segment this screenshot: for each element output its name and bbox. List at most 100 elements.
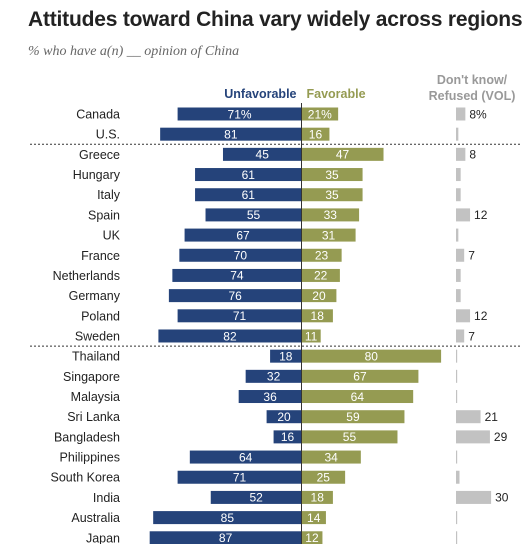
category-label: Spain bbox=[88, 208, 120, 222]
row-greece: Greece 45 47 8 bbox=[79, 148, 476, 162]
bar-unfavorable bbox=[184, 228, 302, 242]
row-thailand: Thailand 18 80 bbox=[72, 349, 458, 364]
bar-unfavorable bbox=[195, 188, 302, 202]
row-france: France 70 23 7 bbox=[81, 249, 475, 263]
value-favorable: 64 bbox=[351, 390, 365, 404]
value-dontknow: 12 bbox=[474, 208, 488, 222]
value-favorable: 34 bbox=[324, 450, 338, 464]
value-dontknow: 21 bbox=[485, 410, 499, 424]
bar-favorable bbox=[301, 248, 342, 262]
value-unfavorable: 71 bbox=[233, 471, 247, 485]
row-south-korea: South Korea 71 25 bbox=[51, 471, 460, 485]
category-label: Sweden bbox=[75, 329, 120, 343]
value-favorable: 80 bbox=[365, 349, 379, 363]
row-australia: Australia 85 14 bbox=[71, 511, 458, 525]
bar-favorable bbox=[301, 349, 442, 363]
bar-favorable bbox=[301, 208, 360, 222]
value-dontknow: 29 bbox=[494, 430, 508, 444]
bar-dontknow bbox=[456, 430, 490, 444]
value-unfavorable: 52 bbox=[249, 491, 263, 505]
bar-favorable bbox=[301, 168, 363, 182]
bar-unfavorable bbox=[245, 369, 302, 383]
bar-unfavorable bbox=[210, 490, 302, 504]
bar-favorable bbox=[301, 430, 398, 444]
bar-dontknow bbox=[456, 228, 459, 242]
bar-unfavorable bbox=[195, 168, 302, 182]
bar-favorable bbox=[301, 107, 339, 121]
bar-favorable bbox=[301, 390, 414, 404]
value-unfavorable: 74 bbox=[230, 269, 244, 283]
category-label: India bbox=[93, 491, 120, 505]
category-label: UK bbox=[103, 229, 121, 243]
value-unfavorable: 76 bbox=[229, 289, 243, 303]
bar-favorable bbox=[301, 329, 321, 343]
value-unfavorable: 64 bbox=[239, 450, 253, 464]
category-label: Thailand bbox=[72, 350, 120, 364]
value-unfavorable: 85 bbox=[221, 511, 235, 525]
bar-favorable bbox=[301, 289, 337, 303]
bar-unfavorable bbox=[177, 309, 302, 323]
value-dontknow: 12 bbox=[474, 309, 488, 323]
value-dontknow: 30 bbox=[495, 491, 509, 505]
bar-favorable bbox=[301, 511, 326, 525]
chart-subtitle: % who have a(n) __ opinion of China bbox=[28, 44, 240, 59]
bar-unfavorable bbox=[266, 410, 302, 424]
bar-dontknow bbox=[456, 369, 458, 383]
bar-unfavorable bbox=[238, 390, 302, 404]
value-unfavorable: 82 bbox=[223, 329, 237, 343]
bar-unfavorable bbox=[189, 450, 302, 464]
legend-unfavorable: Unfavorable bbox=[224, 87, 296, 101]
value-unfavorable: 55 bbox=[247, 208, 261, 222]
row-singapore: Singapore 32 67 bbox=[63, 369, 458, 384]
value-favorable: 67 bbox=[353, 370, 367, 384]
category-label: Australia bbox=[71, 511, 120, 525]
value-unfavorable: 61 bbox=[242, 188, 256, 202]
value-favorable: 12 bbox=[305, 531, 319, 544]
row-sri-lanka: Sri Lanka 20 59 21 bbox=[67, 410, 498, 424]
category-label: Greece bbox=[79, 148, 120, 162]
legend-favorable: Favorable bbox=[307, 87, 366, 101]
category-label: Canada bbox=[76, 108, 120, 122]
value-unfavorable: 67 bbox=[236, 228, 250, 242]
row-canada: Canada 71% 21% 8% bbox=[76, 107, 487, 121]
value-favorable: 20 bbox=[312, 289, 326, 303]
bar-unfavorable bbox=[179, 248, 302, 262]
value-favorable: 23 bbox=[315, 249, 329, 263]
bar-favorable bbox=[301, 147, 384, 161]
row-japan: Japan 87 12 bbox=[86, 531, 458, 544]
bar-unfavorable bbox=[270, 349, 302, 363]
chart-title: Attitudes toward China vary widely acros… bbox=[28, 8, 523, 31]
row-hungary: Hungary 61 35 bbox=[73, 168, 461, 182]
value-unfavorable: 32 bbox=[267, 370, 281, 384]
value-unfavorable: 70 bbox=[234, 249, 248, 263]
category-label: Germany bbox=[69, 289, 121, 303]
category-label: Poland bbox=[81, 309, 120, 323]
category-label: Malaysia bbox=[71, 390, 120, 404]
bar-dontknow bbox=[456, 208, 471, 222]
value-favorable: 25 bbox=[317, 471, 331, 485]
bar-favorable bbox=[301, 228, 356, 242]
bar-unfavorable bbox=[160, 127, 302, 141]
bar-dontknow bbox=[456, 188, 461, 202]
value-favorable: 55 bbox=[343, 430, 357, 444]
bar-unfavorable bbox=[153, 511, 302, 525]
value-favorable: 21% bbox=[308, 107, 332, 121]
row-italy: Italy 61 35 bbox=[97, 188, 461, 202]
bar-dontknow bbox=[456, 470, 460, 484]
value-unfavorable: 71 bbox=[233, 309, 247, 323]
row-bangladesh: Bangladesh 16 55 29 bbox=[54, 430, 508, 444]
category-label: France bbox=[81, 249, 120, 263]
value-unfavorable: 71% bbox=[228, 107, 252, 121]
bar-dontknow bbox=[456, 289, 461, 303]
value-favorable: 59 bbox=[346, 410, 360, 424]
value-unfavorable: 20 bbox=[277, 410, 291, 424]
row-uk: UK 67 31 bbox=[103, 228, 459, 243]
bar-unfavorable bbox=[177, 107, 302, 121]
value-favorable: 35 bbox=[325, 168, 339, 182]
bar-dontknow bbox=[456, 349, 458, 363]
value-unfavorable: 18 bbox=[279, 349, 293, 363]
value-favorable: 16 bbox=[309, 127, 323, 141]
value-favorable: 14 bbox=[307, 511, 321, 525]
bar-dontknow bbox=[456, 147, 466, 161]
bar-favorable bbox=[301, 470, 346, 484]
